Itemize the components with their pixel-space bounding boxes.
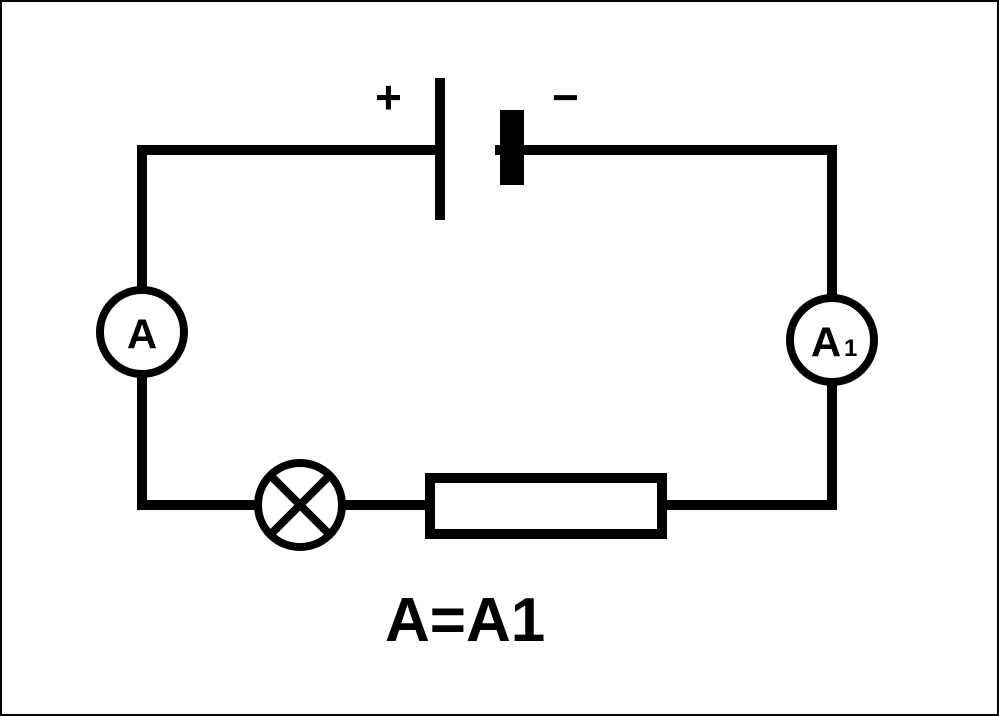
battery-long-plate — [435, 78, 445, 220]
ammeter-right: A 1 — [790, 298, 874, 382]
battery-minus-sign: − — [552, 70, 579, 124]
lamp — [258, 463, 342, 547]
equation-text: A=A1 — [385, 585, 545, 656]
battery-plus-sign: + — [375, 70, 402, 124]
battery-short-plate — [500, 110, 524, 185]
resistor — [430, 478, 662, 534]
ammeter-left: A — [100, 290, 184, 374]
ammeter-right-subscript: 1 — [844, 335, 857, 362]
ammeter-left-label: A — [127, 311, 157, 358]
wires — [142, 150, 832, 505]
ammeter-right-label: A — [811, 319, 841, 366]
battery — [435, 78, 524, 220]
